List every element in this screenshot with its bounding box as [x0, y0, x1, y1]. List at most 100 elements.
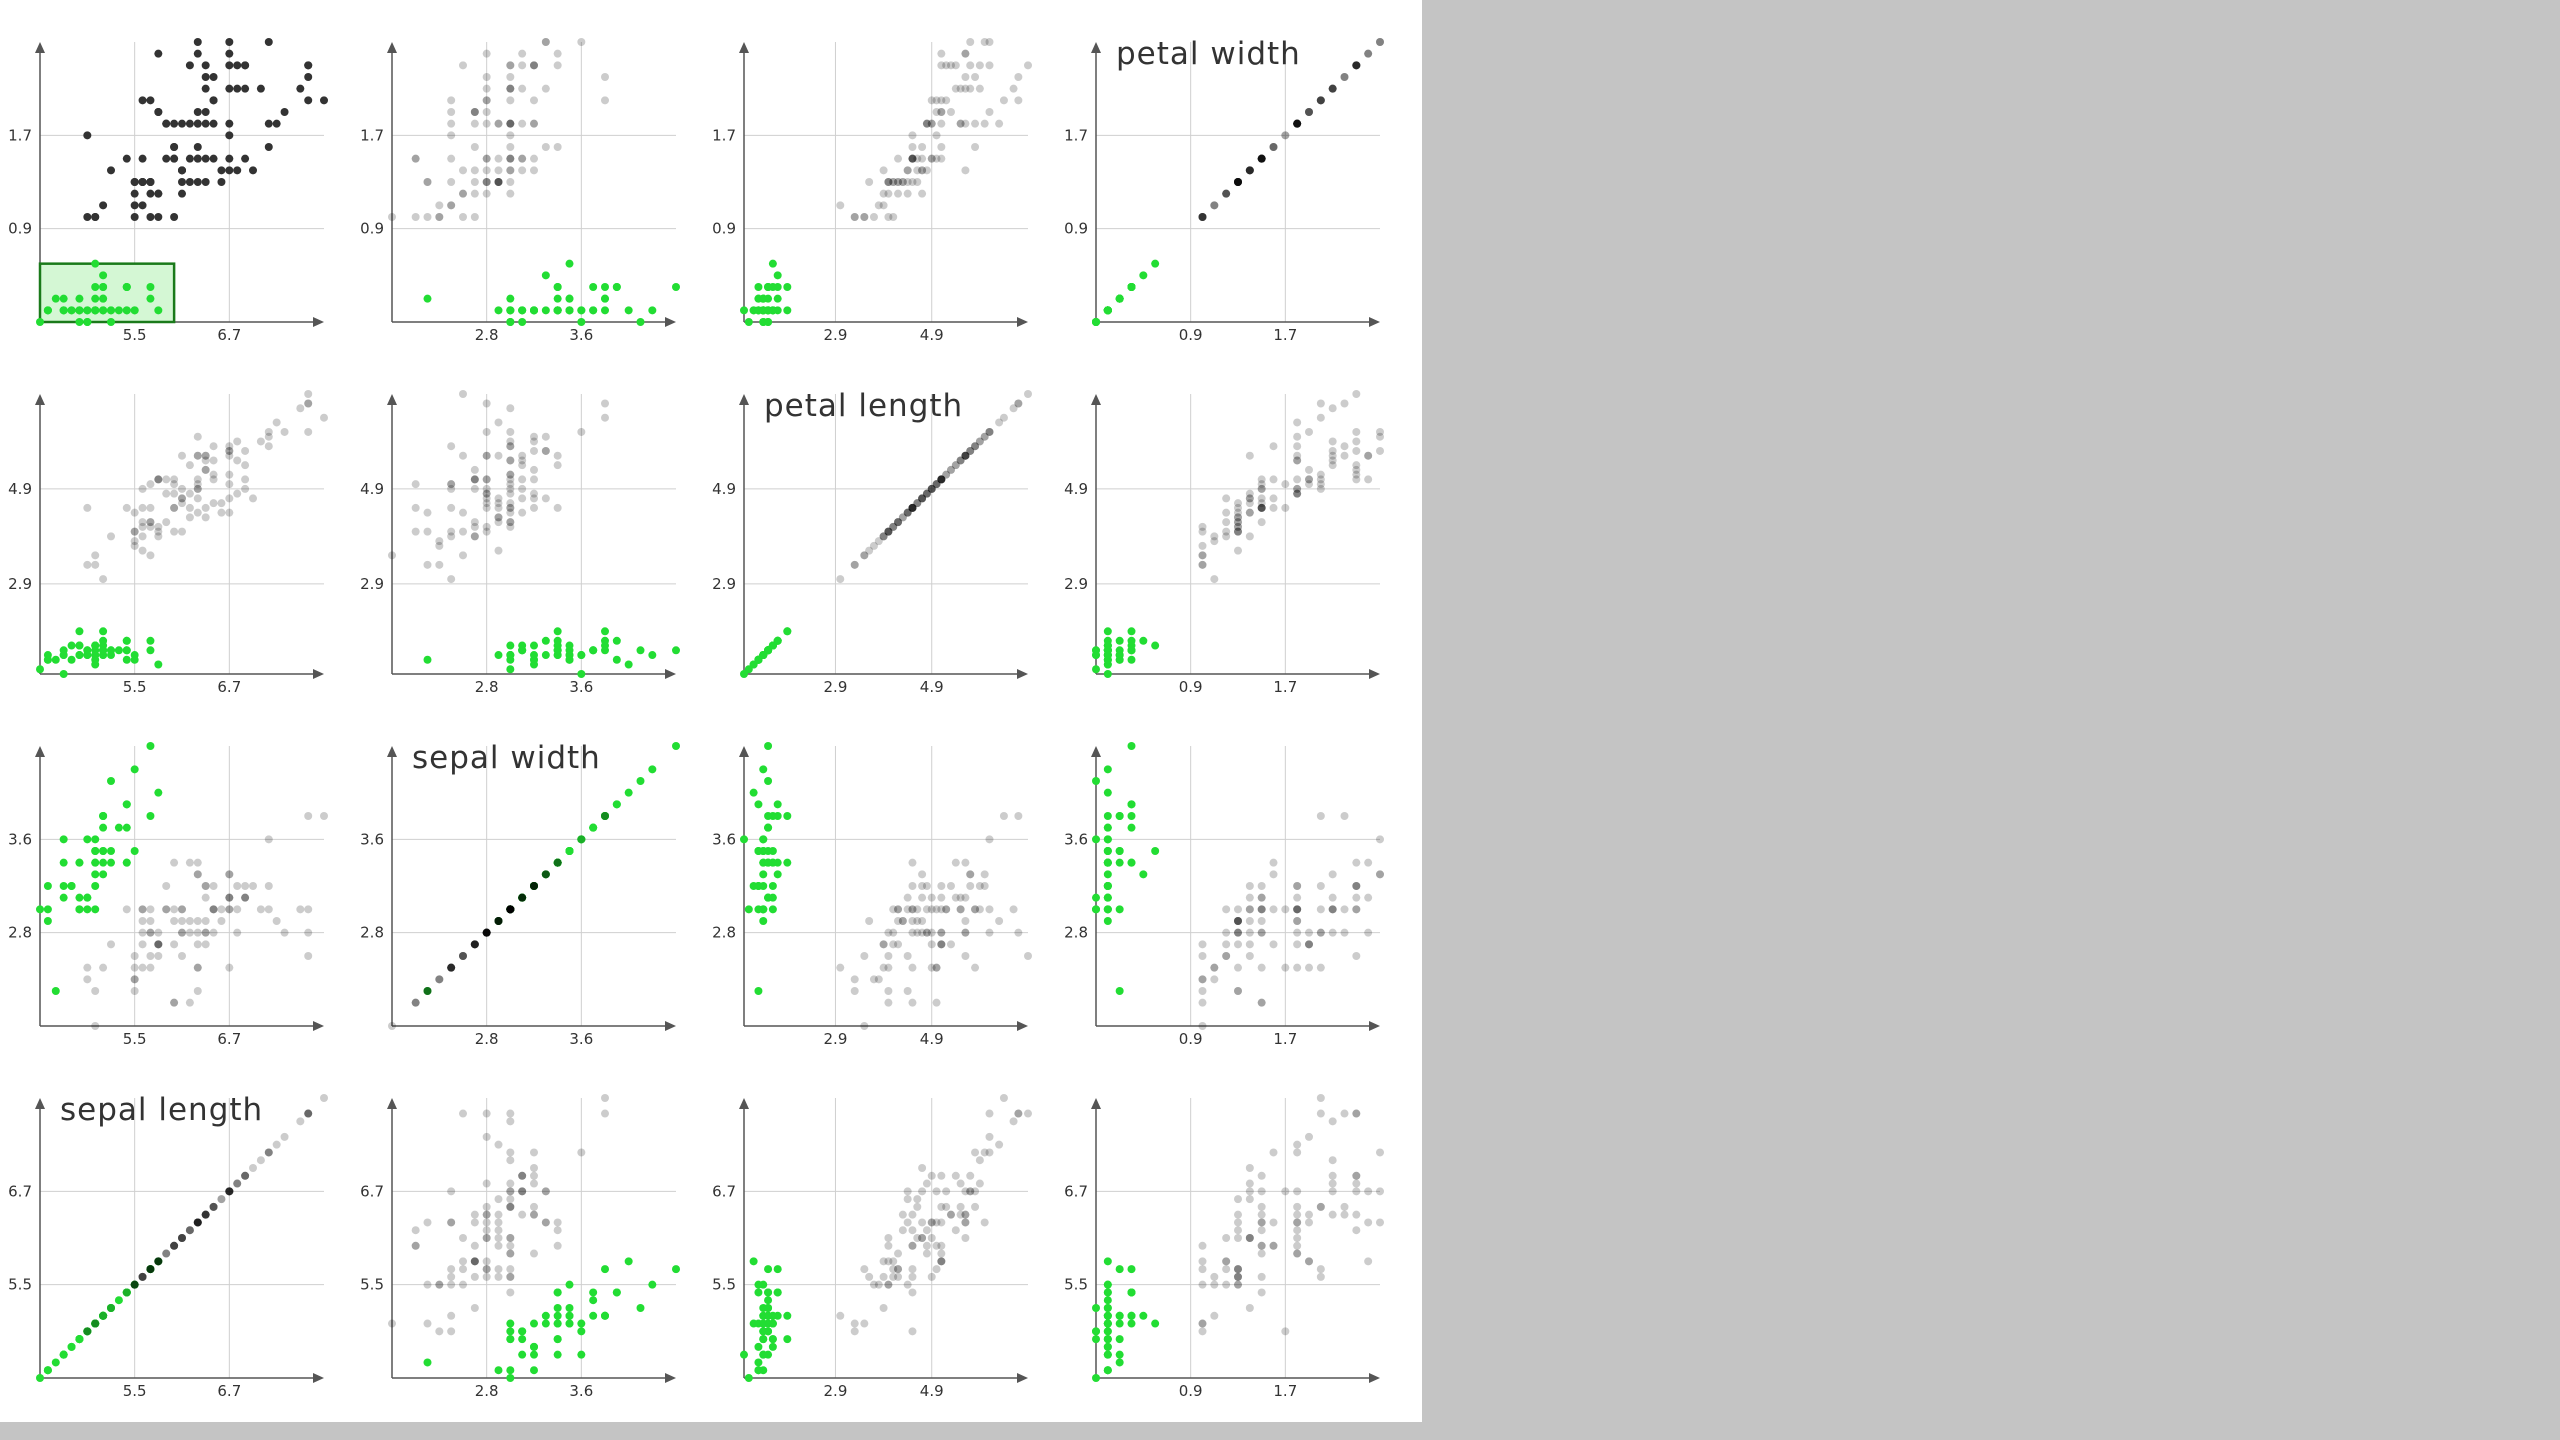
data-point — [1328, 84, 1337, 93]
data-point — [530, 651, 538, 660]
data-point — [553, 49, 562, 58]
cell-petal-width-vs-sepal-length[interactable]: 5.5 6.70.91.7 — [8, 38, 328, 344]
y-tick-label: 2.9 — [1064, 575, 1088, 593]
data-point — [577, 427, 586, 436]
data-point — [768, 905, 777, 914]
data-point — [1257, 154, 1266, 163]
data-point — [927, 940, 936, 949]
cell-petal-length-vs-petal-width[interactable]: 0.9 1.72.94.9 — [1064, 390, 1384, 696]
data-point — [894, 905, 903, 914]
data-point — [170, 1241, 179, 1250]
y-tick-label: 2.9 — [8, 575, 32, 593]
data-point — [1103, 1288, 1112, 1297]
cell-petal-width-vs-petal-length[interactable]: 2.9 4.90.91.7 — [712, 38, 1032, 344]
y-axis-arrow-icon — [35, 42, 45, 53]
cell-sepal-length-vs-petal-width[interactable]: 0.9 1.75.56.7 — [1064, 1094, 1384, 1400]
data-point — [506, 1335, 515, 1344]
data-point — [51, 294, 60, 303]
data-point — [1198, 1241, 1207, 1250]
data-point — [209, 905, 218, 914]
data-point — [264, 442, 273, 451]
data-point — [1316, 928, 1325, 937]
data-point — [1222, 1257, 1231, 1266]
data-point — [1364, 49, 1373, 58]
data-point — [961, 858, 970, 867]
data-point — [506, 489, 515, 498]
y-tick-label: 5.5 — [1064, 1276, 1088, 1294]
data-point — [506, 1187, 515, 1196]
data-point — [565, 847, 574, 855]
data-point — [1103, 1280, 1112, 1289]
data-point — [1352, 61, 1361, 70]
data-point — [951, 61, 960, 70]
data-point — [506, 84, 515, 93]
data-point — [217, 917, 226, 925]
data-point — [1293, 1241, 1302, 1250]
data-point — [894, 905, 903, 914]
data-point — [494, 1140, 503, 1149]
data-point — [1269, 143, 1278, 151]
data-point — [903, 508, 912, 517]
data-point — [1257, 494, 1266, 503]
data-point — [1115, 1311, 1124, 1320]
data-point — [1234, 917, 1242, 925]
data-point — [447, 1265, 456, 1274]
data-point — [894, 1272, 903, 1281]
scatterplot-matrix[interactable]: 5.5 6.70.91.72.8 3.60.91.72.9 4.90.91.70.9 1… — [0, 0, 1422, 1422]
cell-petal-width-vs-sepal-width[interactable]: 2.8 3.60.91.7 — [360, 38, 680, 344]
cell-petal-length-vs-sepal-width[interactable]: 2.8 3.62.94.9 — [360, 390, 680, 696]
data-point — [162, 1249, 171, 1258]
data-point — [201, 928, 210, 937]
data-point — [241, 1171, 250, 1180]
data-point — [304, 928, 313, 937]
data-point — [898, 1210, 907, 1219]
data-point — [836, 201, 845, 210]
data-point — [1328, 905, 1337, 914]
data-point — [1352, 882, 1361, 890]
data-point — [506, 905, 515, 914]
cell-petal-length-vs-sepal-length[interactable]: 5.5 6.72.94.9 — [8, 390, 328, 696]
cell-sepal-length-vs-petal-length[interactable]: 2.9 4.95.56.7 — [712, 1094, 1032, 1400]
data-point — [185, 513, 194, 522]
data-point — [918, 189, 927, 198]
data-point — [601, 641, 609, 650]
data-point — [91, 283, 100, 291]
data-point — [773, 1265, 782, 1274]
cell-sepal-width-vs-petal-width[interactable]: 0.9 1.72.83.6 — [1064, 742, 1384, 1048]
x-axis-arrow-icon — [665, 317, 676, 327]
data-point — [91, 1319, 100, 1328]
data-point — [59, 858, 68, 867]
data-point — [146, 503, 155, 512]
brush-selection[interactable] — [38, 262, 176, 324]
data-point — [764, 777, 773, 785]
cell-sepal-width-vs-sepal-length[interactable]: 5.5 6.72.83.6 — [8, 742, 328, 1048]
data-point — [518, 166, 527, 175]
data-point — [459, 1234, 467, 1242]
variable-title: sepal length — [60, 1092, 263, 1128]
data-point — [447, 1187, 456, 1196]
data-point — [107, 532, 115, 541]
data-point — [1328, 84, 1337, 93]
cell-sepal-width-vs-petal-length[interactable]: 2.9 4.92.83.6 — [712, 742, 1032, 1048]
data-point — [773, 1288, 782, 1297]
data-point — [146, 1265, 155, 1274]
data-point — [1305, 1132, 1313, 1141]
data-point — [506, 905, 515, 914]
data-point — [884, 527, 893, 536]
data-point — [927, 96, 936, 105]
cell-sepal-length-vs-sepal-width[interactable]: 2.8 3.65.56.7 — [360, 1094, 680, 1400]
data-point — [1340, 73, 1349, 81]
data-point — [971, 119, 980, 128]
data-point — [601, 399, 609, 408]
data-point — [1103, 823, 1112, 832]
data-point — [932, 154, 941, 163]
data-point — [178, 905, 186, 914]
data-point — [280, 427, 289, 436]
data-point — [1340, 399, 1349, 408]
data-point — [1376, 835, 1384, 844]
y-tick-label: 1.7 — [712, 126, 736, 144]
